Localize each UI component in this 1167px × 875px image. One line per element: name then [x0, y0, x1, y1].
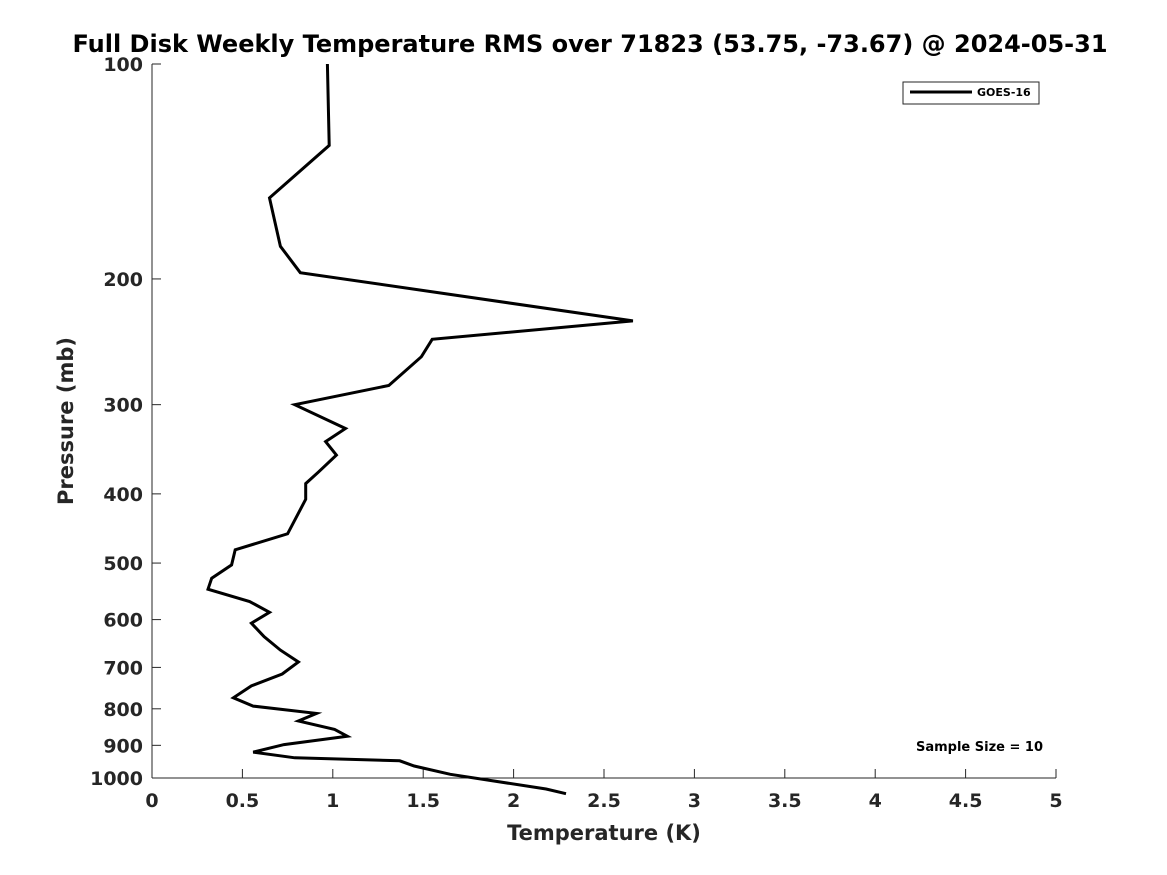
y-tick-label: 200 [103, 269, 143, 291]
x-tick-label: 2 [507, 790, 520, 812]
y-tick-label: 700 [103, 657, 143, 679]
x-tick-label: 0 [145, 790, 158, 812]
y-tick-label: 600 [103, 610, 143, 632]
series-layer [206, 63, 634, 796]
x-tick-label: 5 [1049, 790, 1062, 812]
x-tick-label: 1 [326, 790, 339, 812]
legend-label-goes-16: GOES-16 [977, 86, 1031, 99]
series-line-goes-16 [206, 63, 634, 796]
x-tick-label: 0.5 [226, 790, 260, 812]
y-tick-label: 300 [103, 395, 143, 417]
sample-size-annotation: Sample Size = 10 [916, 740, 1043, 755]
x-tick-label: 3 [688, 790, 701, 812]
x-tick-label: 4 [869, 790, 882, 812]
x-tick-label: 3.5 [768, 790, 802, 812]
y-tick-label: 100 [103, 54, 143, 76]
x-tick-label: 2.5 [587, 790, 621, 812]
x-axis-label: Temperature (K) [507, 821, 701, 845]
y-tick-label: 800 [103, 699, 143, 721]
legend: GOES-16 [902, 81, 1040, 105]
axis-ticks: 0 0.5 1 1.5 2 2.5 3 3.5 4 4.5 5 100 200 300 400 500 600 7… [90, 54, 1063, 812]
y-tick-label: 900 [103, 735, 143, 757]
x-tick-label: 1.5 [406, 790, 440, 812]
chart-title: Full Disk Weekly Temperature RMS over 71… [72, 30, 1107, 58]
y-tick-label: 1000 [90, 768, 143, 790]
x-tick-label: 4.5 [949, 790, 983, 812]
y-tick-label: 400 [103, 484, 143, 506]
y-axis-label: Pressure (mb) [54, 337, 78, 505]
y-tick-label: 500 [103, 553, 143, 575]
